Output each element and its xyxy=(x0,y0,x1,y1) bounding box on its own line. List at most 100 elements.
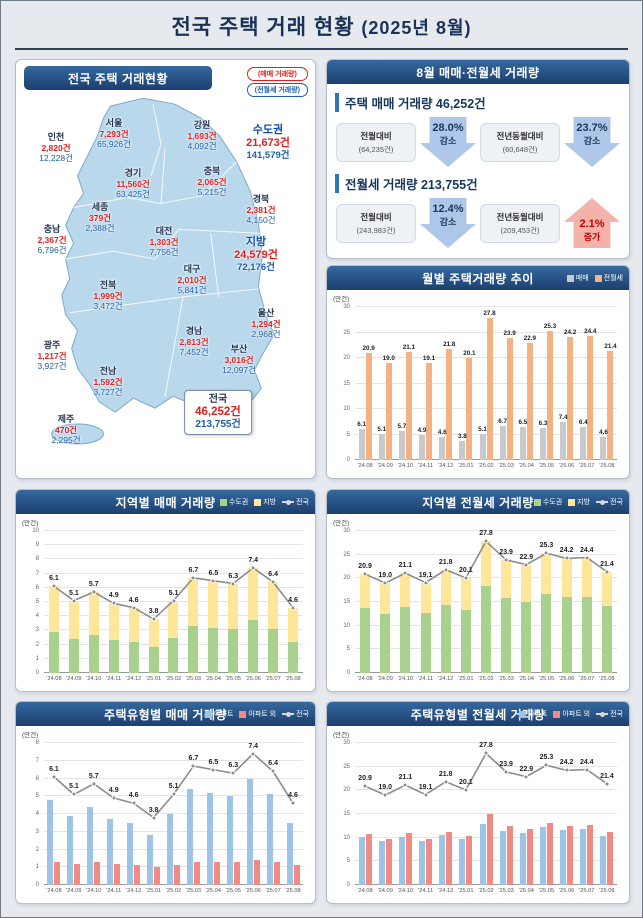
x-tick-label: '25.07 xyxy=(579,676,595,682)
region-sale-value: 24,579건 xyxy=(234,248,278,261)
plot-area: 0 1 2 3 4 5 6 7 8 6.1 5.1 5.7 4.9 4.6 3.8 5.1 6.7 6.5 6.3 7… xyxy=(36,740,303,888)
x-tick-label: '25.07 xyxy=(579,888,595,894)
x-tick-label: '24.08 xyxy=(46,888,62,894)
line-marker xyxy=(523,774,529,780)
y-tick-label: 15 xyxy=(343,811,350,817)
stacked-bar xyxy=(168,531,179,673)
bar-group xyxy=(84,531,104,673)
bar-slot xyxy=(67,743,74,885)
bar-group xyxy=(436,531,456,673)
bar-group: 6.4 24.4 xyxy=(577,307,597,460)
stacked-bar xyxy=(228,531,239,673)
bar-value-label: 4.6 xyxy=(437,428,447,436)
region-rent-value: 2,968건 xyxy=(251,328,281,339)
region-sale-value: 2,065건 xyxy=(197,176,227,187)
수도권-bar-segment xyxy=(400,607,411,673)
line-marker xyxy=(111,600,117,606)
x-tick-label: '25.05 xyxy=(225,676,241,682)
gridline xyxy=(44,544,303,546)
legend-item: 매매 xyxy=(566,273,589,283)
bar-group xyxy=(243,743,263,885)
아파트-bar xyxy=(286,822,293,885)
y-tick-label: 10 xyxy=(32,528,39,534)
rent-yoy-up-arrow-icon: 2.1% 증가 xyxy=(564,198,620,248)
x-tick-label: '25.03 xyxy=(498,888,514,894)
지방-swatch-icon xyxy=(568,498,576,506)
지방-bar-segment xyxy=(360,574,371,608)
line-marker xyxy=(604,569,610,575)
line-marker xyxy=(402,782,408,788)
line-marker xyxy=(210,767,216,773)
region-sale-value: 379건 xyxy=(88,212,111,223)
line-swatch-icon xyxy=(596,711,609,717)
bar-slot: 20.9 xyxy=(362,307,375,460)
bar-group xyxy=(597,743,617,885)
x-axis-labels: '24.08 '24.09 '24.10 '24.11 '24.12 '25.01 '25.… xyxy=(355,463,617,473)
y-tick-label: 6 xyxy=(35,775,39,782)
x-tick-label: '25.07 xyxy=(579,463,595,469)
아파트 외-bar xyxy=(173,865,180,885)
아파트-bar xyxy=(358,837,365,885)
아파트-bar xyxy=(67,815,74,885)
line-value-label: 5.1 xyxy=(69,589,79,597)
regional-sale-header: 지역별 매매 거래량 수도권 지방 전국 xyxy=(16,490,315,514)
지방-bar-segment xyxy=(460,577,471,611)
x-tick-label: '25.01 xyxy=(145,676,162,682)
line-marker xyxy=(151,616,157,622)
legend-item: 전월세 xyxy=(594,273,623,283)
region-name: 전국 xyxy=(208,394,228,405)
line-value-label: 4.6 xyxy=(288,792,298,800)
legend-label: 아파트 외 xyxy=(562,711,591,718)
gridline xyxy=(355,836,617,838)
y-tick-label: 8 xyxy=(35,556,39,563)
y-tick-label: 1 xyxy=(35,864,39,871)
x-tick-label: '25.06 xyxy=(245,888,261,894)
bar-slot: 4.6 xyxy=(437,307,447,460)
line-swatch-icon xyxy=(282,499,295,505)
수도권-bar-segment xyxy=(380,613,391,673)
monthly-trend-chart: (만건) 0 5 10 15 20 25 30 6.1 20.9 5.1 19.0 5.7 21.1 4.9… xyxy=(331,292,625,474)
sale-yoy-base: (60,648건) xyxy=(502,144,538,154)
bar-slot: 25.3 xyxy=(544,307,556,460)
line-marker xyxy=(171,598,176,604)
bar-slot: 21.4 xyxy=(604,307,617,460)
매매-bar xyxy=(560,422,567,460)
rent-mom-down-arrow-icon: 12.4% 감소 xyxy=(420,198,476,248)
region-name: 지방 xyxy=(245,236,267,248)
x-tick-label: '25.05 xyxy=(225,888,241,894)
bar-group xyxy=(456,531,476,673)
bar-slot xyxy=(107,743,114,885)
line-marker xyxy=(250,565,256,571)
x-tick-label: '24.08 xyxy=(357,676,373,682)
line-marker xyxy=(190,763,196,769)
bar-group xyxy=(84,743,104,885)
매매-bar xyxy=(519,426,526,460)
bar-slot xyxy=(506,743,513,885)
bar-slot xyxy=(607,743,614,885)
line-marker xyxy=(210,578,216,584)
아파트 외-bar xyxy=(94,861,101,885)
매매-bar xyxy=(398,430,405,460)
bar-slot: 5.7 xyxy=(398,307,406,460)
bar-slot xyxy=(486,743,493,885)
line-marker xyxy=(51,583,57,589)
sale-legend-pill: (매매 거래량) xyxy=(246,67,308,81)
전월세-bar xyxy=(466,357,473,460)
legend-item: 지방 xyxy=(254,497,276,507)
line-marker xyxy=(51,774,57,780)
bar-group xyxy=(476,531,496,673)
x-tick-label: '25.08 xyxy=(599,463,615,469)
수도권-bar-segment xyxy=(440,604,451,673)
y-axis-unit: (만건) xyxy=(333,520,350,527)
line-value-label: 6.1 xyxy=(49,765,59,773)
y-tick-label: 0 xyxy=(346,670,350,676)
bar-value-label: 4.9 xyxy=(417,427,427,435)
korea-map: 서울 7,293건 65,926건 인천 2,820건 12,228건 강원 1,693건 4,… xyxy=(16,84,315,474)
x-tick-label: '25.04 xyxy=(518,463,534,469)
sale-summary-title: 주택 매매 거래량 46,252건 xyxy=(335,93,621,112)
x-tick-label: '25.05 xyxy=(538,888,555,894)
regional-rent-title: 지역별 전월세 거래량 xyxy=(422,495,534,510)
bar-slot xyxy=(378,743,385,885)
아파트 외-bar xyxy=(385,838,392,885)
bar-slot: 19.0 xyxy=(383,307,395,460)
